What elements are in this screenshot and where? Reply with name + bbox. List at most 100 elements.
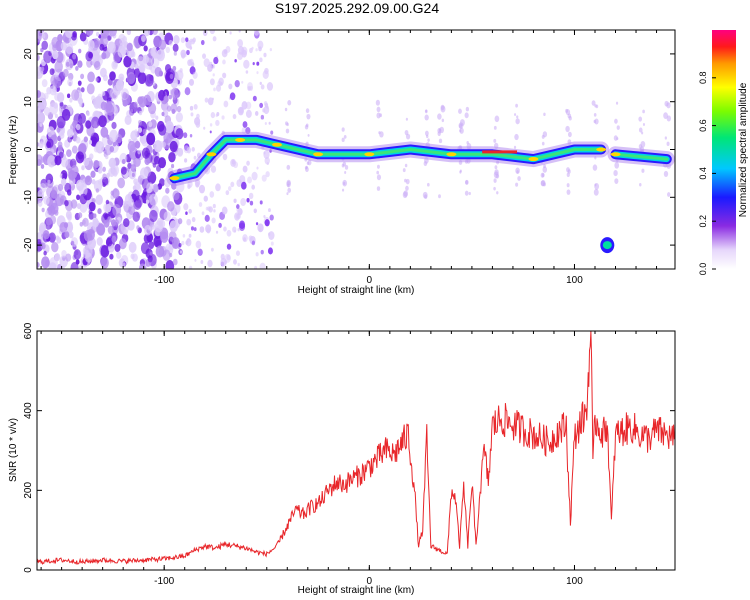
noise-speckle <box>343 134 347 139</box>
noise-speckle <box>47 205 56 216</box>
noise-speckle <box>257 223 264 233</box>
noise-speckle <box>255 48 258 52</box>
noise-speckle <box>75 136 81 144</box>
noise-speckle <box>149 193 158 206</box>
track-main-hotspot <box>364 152 375 157</box>
noise-speckle <box>114 243 121 253</box>
noise-speckle <box>43 250 47 256</box>
noise-speckle <box>259 102 264 108</box>
track-main-hotspot <box>596 147 607 152</box>
noise-speckle <box>105 199 110 205</box>
noise-speckle <box>204 214 210 222</box>
noise-speckle <box>188 233 192 238</box>
noise-speckle <box>614 178 619 185</box>
noise-speckle <box>226 254 231 261</box>
noise-speckle <box>132 253 138 262</box>
noise-speckle <box>468 191 471 196</box>
noise-speckle <box>263 52 267 58</box>
noise-speckle <box>56 236 62 244</box>
noise-speckle <box>210 111 216 119</box>
noise-speckle <box>45 217 52 226</box>
noise-speckle <box>209 78 215 86</box>
noise-speckle <box>172 258 178 266</box>
track-main-hotspot <box>272 142 283 147</box>
noise-speckle <box>78 97 84 105</box>
noise-speckle <box>180 37 186 44</box>
noise-speckle <box>83 136 88 143</box>
noise-speckle <box>43 50 53 64</box>
noise-speckle <box>198 184 206 194</box>
noise-speckle <box>105 154 109 160</box>
noise-speckle <box>459 170 462 174</box>
noise-speckle <box>222 72 227 79</box>
noise-speckle <box>255 222 259 226</box>
noise-speckle <box>226 243 232 250</box>
noise-speckle <box>128 241 137 253</box>
noise-speckle <box>132 211 140 222</box>
noise-speckle <box>344 171 347 174</box>
noise-speckle <box>260 249 264 255</box>
noise-speckle <box>148 65 153 71</box>
track-main-hotspot <box>313 152 324 157</box>
noise-speckle <box>341 188 345 192</box>
noise-speckle <box>147 102 157 115</box>
noise-speckle <box>405 185 409 191</box>
noise-speckle <box>86 111 90 117</box>
track-main-hotspot <box>528 157 539 162</box>
noise-speckle <box>93 160 100 169</box>
noise-speckle <box>37 111 46 125</box>
track-main-hotspot <box>235 137 246 142</box>
noise-speckle <box>120 166 127 175</box>
noise-speckle <box>247 176 253 184</box>
noise-speckle <box>66 93 71 99</box>
noise-speckle <box>152 183 159 193</box>
noise-speckle <box>209 30 216 35</box>
noise-speckle <box>140 242 150 255</box>
noise-speckle <box>438 138 443 144</box>
noise-speckle <box>176 105 182 113</box>
noise-speckle <box>41 40 49 50</box>
noise-speckle <box>185 37 189 42</box>
noise-speckle <box>138 127 143 133</box>
noise-speckle <box>64 231 70 239</box>
noise-speckle <box>233 198 237 204</box>
noise-speckle <box>181 240 185 246</box>
noise-speckle <box>515 167 520 174</box>
noise-speckle <box>82 217 89 227</box>
noise-speckle <box>165 187 170 194</box>
noise-speckle <box>424 109 428 114</box>
noise-speckle <box>405 178 410 185</box>
noise-speckle <box>616 137 619 141</box>
noise-speckle <box>79 221 84 227</box>
noise-speckle <box>173 35 180 45</box>
noise-speckle <box>212 36 217 42</box>
noise-speckle <box>265 171 270 178</box>
noise-speckle <box>494 165 498 170</box>
noise-speckle <box>123 229 128 235</box>
noise-speckle <box>95 31 100 37</box>
noise-speckle <box>227 186 232 191</box>
noise-speckle <box>117 177 126 189</box>
noise-speckle <box>404 129 409 136</box>
noise-speckle <box>215 230 219 234</box>
noise-speckle <box>61 250 67 258</box>
noise-speckle <box>133 156 141 168</box>
isolated-blob-inner <box>602 241 612 250</box>
noise-speckle <box>78 143 87 154</box>
noise-speckle <box>59 101 64 107</box>
noise-speckle <box>101 91 106 97</box>
noise-speckle <box>78 48 82 54</box>
noise-speckle <box>223 49 228 55</box>
noise-speckle <box>376 164 380 169</box>
noise-speckle <box>133 198 142 210</box>
noise-speckle <box>286 192 289 196</box>
noise-speckle <box>261 174 267 182</box>
noise-speckle <box>76 194 81 201</box>
noise-speckle <box>212 203 216 209</box>
noise-speckle <box>234 58 237 63</box>
noise-speckle <box>256 61 260 66</box>
noise-speckle <box>493 138 497 143</box>
noise-speckle <box>134 140 141 149</box>
noise-speckle <box>235 250 240 257</box>
